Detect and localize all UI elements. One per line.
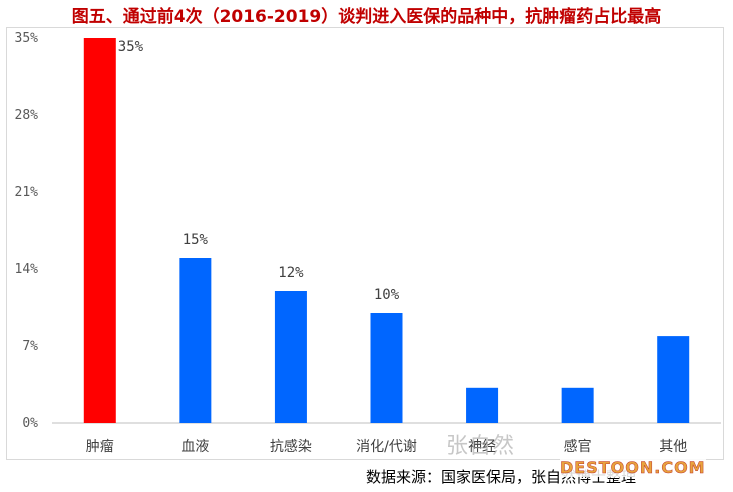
category-labels: 肿瘤 血液 抗感染 消化/代谢 神经 感官 其他 <box>86 438 687 455</box>
chart-title: 图五、通过前4次（2016-2019）谈判进入医保的品种中，抗肿瘤药占比最高 <box>71 7 662 27</box>
bar <box>179 258 212 423</box>
category-label: 神经 <box>468 439 496 455</box>
y-tick-label: 7% <box>22 339 38 354</box>
data-label: 12% <box>278 265 304 281</box>
category-label: 抗感染 <box>270 438 312 455</box>
category-label: 消化/代谢 <box>356 439 417 455</box>
y-tick-label: 21% <box>15 185 39 200</box>
chart-frame <box>6 27 724 460</box>
data-label: 10% <box>374 287 400 303</box>
category-label: 其他 <box>659 439 687 455</box>
watermark-text: 张自然 <box>446 434 516 459</box>
y-axis: 0% 7% 14% 21% 28% 35% <box>15 31 39 431</box>
category-label: 感官 <box>564 438 592 455</box>
bar <box>657 336 690 423</box>
data-label: 35% <box>118 39 144 55</box>
site-logo: DESTOON.COM <box>560 458 706 477</box>
bar <box>561 387 594 423</box>
bars <box>83 38 690 423</box>
y-tick-label: 35% <box>15 31 39 46</box>
data-labels: 35% 15% 12% 10% <box>118 39 400 303</box>
category-label: 血液 <box>181 439 209 455</box>
y-tick-label: 14% <box>15 262 39 277</box>
category-label: 肿瘤 <box>86 438 114 455</box>
bar <box>83 38 116 423</box>
bar <box>466 387 499 423</box>
data-label: 15% <box>183 232 209 248</box>
bar <box>370 313 403 423</box>
bar <box>274 291 307 423</box>
y-tick-label: 0% <box>22 416 38 431</box>
y-tick-label: 28% <box>15 108 39 123</box>
